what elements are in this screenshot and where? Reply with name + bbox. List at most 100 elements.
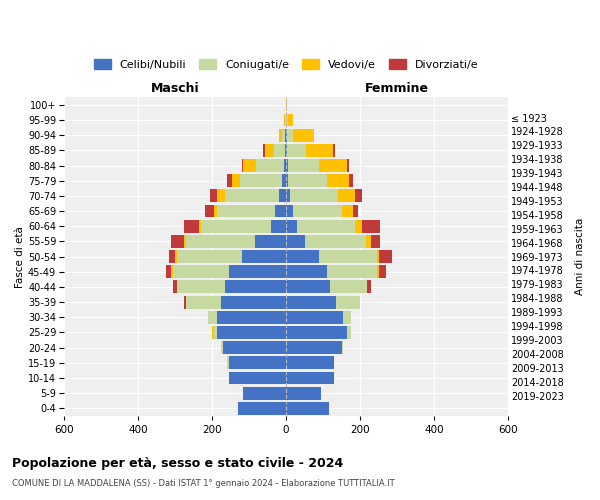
Bar bbox=[379, 266, 386, 278]
Bar bbox=[347, 159, 349, 172]
Bar bbox=[263, 144, 265, 157]
Bar bbox=[286, 144, 287, 157]
Bar bbox=[290, 190, 338, 202]
Bar bbox=[284, 159, 286, 172]
Bar bbox=[355, 190, 362, 202]
Bar bbox=[171, 266, 173, 278]
Bar bbox=[217, 190, 225, 202]
Bar bbox=[205, 204, 214, 218]
Bar bbox=[212, 326, 214, 339]
Bar bbox=[286, 341, 341, 354]
Bar bbox=[284, 114, 285, 126]
Bar bbox=[184, 220, 199, 232]
Bar bbox=[184, 235, 186, 248]
Bar bbox=[286, 311, 343, 324]
Bar bbox=[177, 280, 225, 293]
Bar bbox=[288, 174, 327, 187]
Bar bbox=[210, 190, 217, 202]
Bar bbox=[221, 341, 223, 354]
Bar bbox=[327, 174, 349, 187]
Bar bbox=[199, 220, 201, 232]
Bar bbox=[244, 159, 256, 172]
Bar bbox=[327, 266, 377, 278]
Bar bbox=[166, 266, 171, 278]
Bar bbox=[287, 128, 293, 141]
Bar bbox=[186, 235, 254, 248]
Bar bbox=[285, 128, 286, 141]
Bar bbox=[286, 220, 297, 232]
Bar bbox=[223, 341, 286, 354]
Bar bbox=[341, 341, 343, 354]
Bar bbox=[184, 296, 186, 308]
Bar bbox=[297, 220, 355, 232]
Bar bbox=[171, 235, 184, 248]
Bar bbox=[319, 250, 377, 263]
Text: Maschi: Maschi bbox=[151, 82, 199, 95]
Bar bbox=[244, 387, 286, 400]
Bar bbox=[377, 250, 379, 263]
Bar bbox=[286, 372, 334, 384]
Bar bbox=[175, 250, 177, 263]
Bar bbox=[214, 326, 217, 339]
Bar bbox=[286, 326, 347, 339]
Bar bbox=[225, 280, 286, 293]
Bar bbox=[349, 174, 353, 187]
Bar bbox=[265, 144, 274, 157]
Bar bbox=[286, 266, 327, 278]
Bar bbox=[286, 356, 334, 370]
Bar bbox=[293, 128, 314, 141]
Bar bbox=[305, 144, 334, 157]
Bar bbox=[227, 356, 229, 370]
Text: COMUNE DI LA MADDALENA (SS) - Dati ISTAT 1° gennaio 2024 - Elaborazione TUTTITAL: COMUNE DI LA MADDALENA (SS) - Dati ISTAT… bbox=[12, 479, 395, 488]
Bar bbox=[379, 250, 392, 263]
Bar bbox=[285, 114, 286, 126]
Bar bbox=[283, 128, 285, 141]
Bar bbox=[341, 204, 353, 218]
Bar bbox=[208, 311, 217, 324]
Bar bbox=[286, 387, 321, 400]
Bar bbox=[227, 174, 232, 187]
Bar bbox=[186, 296, 221, 308]
Bar bbox=[286, 98, 287, 111]
Bar bbox=[365, 235, 371, 248]
Bar bbox=[334, 144, 335, 157]
Bar bbox=[286, 235, 305, 248]
Bar bbox=[217, 311, 286, 324]
Bar bbox=[355, 220, 362, 232]
Bar bbox=[353, 204, 358, 218]
Bar bbox=[286, 204, 293, 218]
Bar bbox=[275, 204, 286, 218]
Bar bbox=[217, 204, 275, 218]
Bar bbox=[377, 266, 379, 278]
Text: Popolazione per età, sesso e stato civile - 2024: Popolazione per età, sesso e stato civil… bbox=[12, 458, 343, 470]
Bar bbox=[274, 144, 285, 157]
Bar bbox=[371, 235, 380, 248]
Y-axis label: Fasce di età: Fasce di età bbox=[15, 226, 25, 288]
Bar bbox=[347, 326, 351, 339]
Bar bbox=[367, 280, 371, 293]
Text: Femmine: Femmine bbox=[365, 82, 429, 95]
Bar bbox=[286, 114, 288, 126]
Bar bbox=[285, 144, 286, 157]
Bar bbox=[286, 250, 319, 263]
Bar bbox=[169, 250, 175, 263]
Bar bbox=[242, 159, 244, 172]
Bar bbox=[229, 372, 286, 384]
Bar bbox=[283, 174, 286, 187]
Bar bbox=[362, 220, 380, 232]
Bar bbox=[338, 190, 355, 202]
Bar bbox=[319, 159, 347, 172]
Bar bbox=[286, 128, 287, 141]
Bar bbox=[232, 174, 240, 187]
Bar bbox=[286, 159, 288, 172]
Bar bbox=[278, 128, 283, 141]
Bar bbox=[293, 204, 341, 218]
Bar bbox=[240, 174, 283, 187]
Bar bbox=[343, 311, 351, 324]
Bar bbox=[288, 114, 293, 126]
Bar bbox=[305, 235, 365, 248]
Bar bbox=[256, 159, 284, 172]
Bar bbox=[238, 402, 286, 415]
Bar bbox=[229, 266, 286, 278]
Bar bbox=[173, 266, 229, 278]
